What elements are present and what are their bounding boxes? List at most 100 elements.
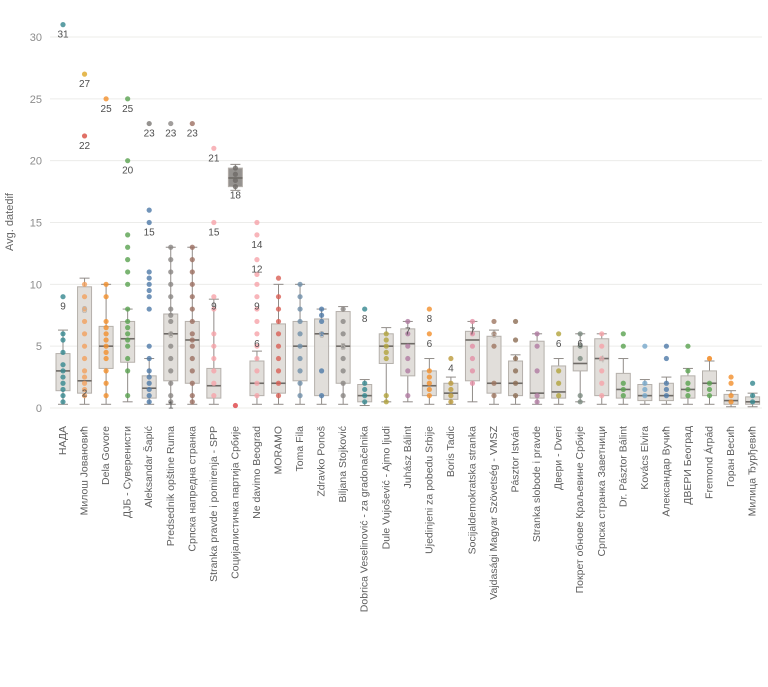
data-point[interactable] bbox=[297, 380, 303, 386]
data-point[interactable] bbox=[426, 380, 432, 386]
data-point[interactable] bbox=[103, 331, 109, 337]
data-point[interactable] bbox=[168, 318, 174, 325]
data-point[interactable] bbox=[405, 318, 411, 325]
data-point[interactable] bbox=[426, 331, 432, 337]
data-point[interactable] bbox=[319, 318, 325, 325]
data-point[interactable] bbox=[168, 331, 174, 337]
data-point[interactable] bbox=[81, 386, 88, 393]
data-point[interactable] bbox=[81, 343, 88, 349]
data-point[interactable] bbox=[383, 343, 389, 349]
data-point[interactable] bbox=[275, 306, 282, 312]
data-point[interactable] bbox=[146, 269, 152, 275]
data-point[interactable] bbox=[232, 165, 238, 171]
data-point[interactable] bbox=[362, 386, 368, 393]
data-point[interactable] bbox=[103, 349, 109, 355]
data-point[interactable] bbox=[211, 306, 217, 312]
data-point[interactable] bbox=[512, 318, 519, 325]
data-point[interactable] bbox=[81, 294, 88, 300]
data-point[interactable] bbox=[168, 343, 174, 349]
data-point[interactable] bbox=[81, 374, 88, 380]
data-point[interactable] bbox=[556, 331, 562, 337]
data-point[interactable] bbox=[103, 294, 109, 300]
data-point[interactable] bbox=[254, 271, 260, 278]
data-point[interactable] bbox=[620, 331, 626, 337]
data-point[interactable] bbox=[81, 380, 88, 386]
data-point[interactable] bbox=[81, 331, 88, 337]
data-point[interactable] bbox=[81, 71, 88, 77]
data-point[interactable] bbox=[60, 368, 66, 374]
data-point[interactable] bbox=[125, 331, 131, 337]
data-point[interactable] bbox=[491, 343, 497, 349]
data-point[interactable] bbox=[706, 380, 713, 386]
data-point[interactable] bbox=[297, 294, 303, 300]
data-point[interactable] bbox=[663, 343, 670, 349]
data-point[interactable] bbox=[275, 331, 282, 337]
data-point[interactable] bbox=[275, 318, 282, 325]
data-point[interactable] bbox=[146, 207, 152, 213]
data-point[interactable] bbox=[103, 337, 109, 343]
data-point[interactable] bbox=[189, 318, 195, 325]
data-point[interactable] bbox=[168, 269, 174, 275]
data-point[interactable] bbox=[512, 393, 519, 399]
data-point[interactable] bbox=[642, 343, 648, 349]
data-point[interactable] bbox=[599, 380, 605, 386]
data-point[interactable] bbox=[383, 337, 389, 343]
data-point[interactable] bbox=[60, 393, 66, 399]
data-point[interactable] bbox=[168, 120, 174, 127]
data-point[interactable] bbox=[125, 355, 131, 362]
data-point[interactable] bbox=[125, 325, 131, 331]
data-point[interactable] bbox=[405, 331, 411, 337]
data-point[interactable] bbox=[599, 368, 605, 374]
data-point[interactable] bbox=[340, 355, 346, 362]
data-point[interactable] bbox=[685, 393, 691, 399]
data-point[interactable] bbox=[189, 281, 195, 287]
data-point[interactable] bbox=[146, 294, 152, 300]
data-point[interactable] bbox=[125, 318, 131, 325]
box[interactable] bbox=[400, 328, 416, 377]
data-point[interactable] bbox=[448, 393, 454, 399]
data-point[interactable] bbox=[383, 349, 389, 355]
data-point[interactable] bbox=[81, 368, 88, 374]
data-point[interactable] bbox=[491, 331, 497, 337]
data-point[interactable] bbox=[146, 275, 152, 281]
data-point[interactable] bbox=[125, 96, 131, 102]
data-point[interactable] bbox=[146, 287, 152, 294]
data-point[interactable] bbox=[146, 355, 152, 362]
data-point[interactable] bbox=[512, 355, 519, 362]
data-point[interactable] bbox=[254, 368, 260, 374]
data-point[interactable] bbox=[168, 355, 174, 362]
data-point[interactable] bbox=[340, 318, 346, 325]
data-point[interactable] bbox=[189, 294, 195, 300]
data-point[interactable] bbox=[469, 368, 476, 374]
data-point[interactable] bbox=[469, 318, 476, 325]
data-point[interactable] bbox=[254, 343, 260, 349]
data-point[interactable] bbox=[103, 343, 109, 349]
box[interactable] bbox=[184, 320, 200, 384]
data-point[interactable] bbox=[189, 257, 195, 263]
data-point[interactable] bbox=[556, 368, 562, 374]
data-point[interactable] bbox=[577, 331, 583, 337]
data-point[interactable] bbox=[146, 281, 152, 287]
data-point[interactable] bbox=[599, 393, 605, 399]
data-point[interactable] bbox=[189, 269, 195, 275]
data-point[interactable] bbox=[103, 325, 109, 331]
data-point[interactable] bbox=[383, 355, 389, 362]
data-point[interactable] bbox=[577, 393, 583, 399]
data-point[interactable] bbox=[254, 355, 260, 362]
data-point[interactable] bbox=[469, 331, 476, 337]
data-point[interactable] bbox=[534, 399, 540, 405]
data-point[interactable] bbox=[642, 380, 648, 386]
data-point[interactable] bbox=[189, 343, 195, 349]
data-point[interactable] bbox=[60, 362, 66, 368]
data-point[interactable] bbox=[383, 399, 389, 405]
data-point[interactable] bbox=[103, 318, 109, 325]
data-point[interactable] bbox=[340, 343, 346, 349]
data-point[interactable] bbox=[426, 393, 432, 399]
data-point[interactable] bbox=[275, 368, 282, 374]
data-point[interactable] bbox=[125, 158, 131, 164]
data-point[interactable] bbox=[254, 380, 260, 386]
data-point[interactable] bbox=[60, 22, 66, 28]
data-point[interactable] bbox=[146, 306, 152, 312]
data-point[interactable] bbox=[146, 393, 152, 399]
data-point[interactable] bbox=[211, 380, 217, 386]
